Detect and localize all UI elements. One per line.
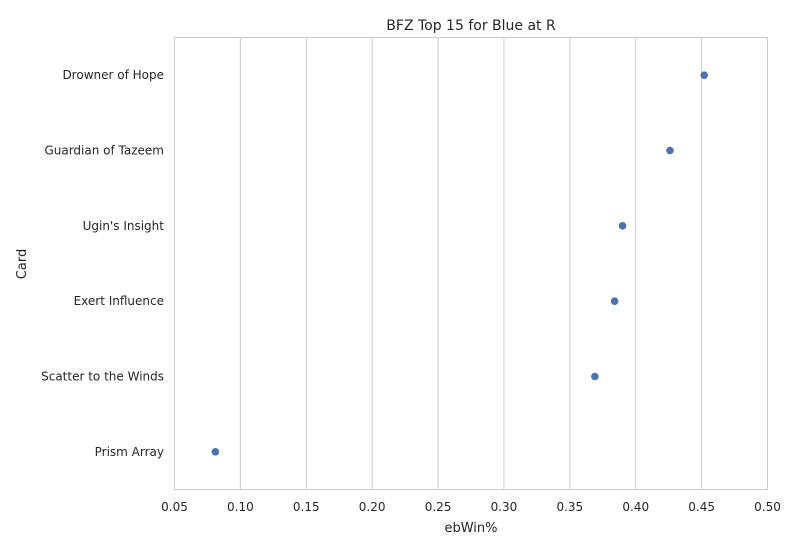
gridlines xyxy=(239,37,703,490)
y-tick-labels: Drowner of Hope Guardian of Tazeem Ugin's … xyxy=(41,68,164,459)
y-axis-label: Card xyxy=(15,249,30,279)
data-point xyxy=(700,71,709,79)
data-point xyxy=(211,448,220,456)
plot-frame xyxy=(174,37,768,490)
y-tick-label: Prism Array xyxy=(95,445,164,459)
y-tick-label: Ugin's Insight xyxy=(83,219,165,233)
x-tick-label: 0.15 xyxy=(293,500,320,514)
x-tick-labels: 0.05 0.10 0.15 0.20 0.25 0.30 0.35 0.40 0.45 0.50 xyxy=(161,500,781,514)
data-point xyxy=(591,372,599,381)
x-axis-label: ebWin% xyxy=(444,521,497,536)
data-point xyxy=(618,222,627,230)
y-tick-label: Guardian of Tazeem xyxy=(44,144,164,158)
chart-title: BFZ Top 15 for Blue at R xyxy=(386,18,556,34)
y-tick-label: Scatter to the Winds xyxy=(41,370,164,384)
x-tick-label: 0.35 xyxy=(556,500,583,514)
x-tick-label: 0.20 xyxy=(359,500,386,514)
x-tick-label: 0.50 xyxy=(754,500,781,514)
x-tick-label: 0.30 xyxy=(491,500,518,514)
plot-area xyxy=(174,37,768,490)
x-tick-label: 0.10 xyxy=(227,500,254,514)
x-tick-label: 0.40 xyxy=(622,500,649,514)
data-point xyxy=(610,297,619,305)
x-tick-label: 0.05 xyxy=(161,500,188,514)
y-tick-label: Exert Influence xyxy=(74,294,164,308)
data-point xyxy=(666,146,674,155)
x-tick-label: 0.25 xyxy=(425,500,452,514)
x-tick-label: 0.45 xyxy=(688,500,715,514)
data-points xyxy=(211,71,709,456)
y-tick-label: Drowner of Hope xyxy=(62,68,164,82)
